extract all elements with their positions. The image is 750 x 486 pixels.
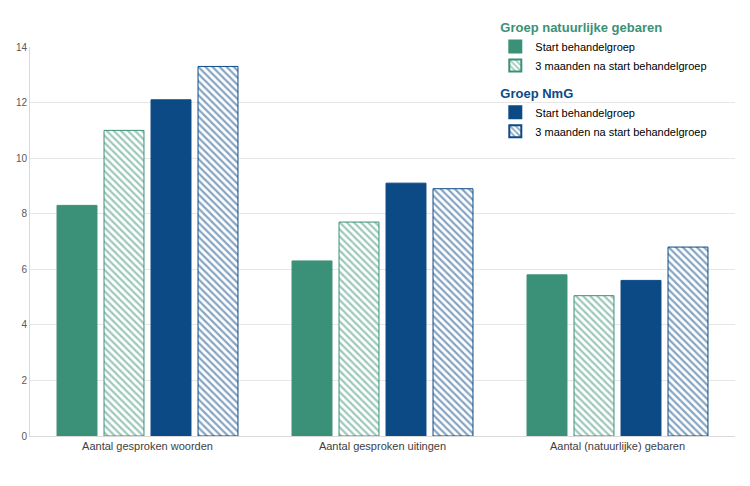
svg-text:Aantal gesproken woorden: Aantal gesproken woorden — [82, 440, 213, 452]
svg-text:4: 4 — [21, 319, 27, 330]
svg-text:Start behandelgroep: Start behandelgroep — [535, 107, 635, 119]
svg-text:10: 10 — [16, 153, 28, 164]
svg-text:Start behandelgroep: Start behandelgroep — [535, 41, 635, 53]
svg-text:Aantal gesproken uitingen: Aantal gesproken uitingen — [319, 440, 446, 452]
svg-text:14: 14 — [16, 42, 28, 53]
svg-text:Groep natuurlijke gebaren: Groep natuurlijke gebaren — [500, 20, 662, 35]
svg-text:6: 6 — [21, 264, 27, 275]
svg-text:0: 0 — [21, 431, 27, 442]
svg-text:3 maanden na start behandelgro: 3 maanden na start behandelgroep — [535, 60, 706, 72]
svg-text:3 maanden na start behandelgro: 3 maanden na start behandelgroep — [535, 126, 706, 138]
svg-text:12: 12 — [16, 97, 28, 108]
svg-text:Groep NmG: Groep NmG — [500, 86, 573, 101]
svg-text:8: 8 — [21, 208, 27, 219]
svg-text:Aantal (natuurlijke) gebaren: Aantal (natuurlijke) gebaren — [550, 440, 685, 452]
svg-text:2: 2 — [21, 375, 27, 386]
